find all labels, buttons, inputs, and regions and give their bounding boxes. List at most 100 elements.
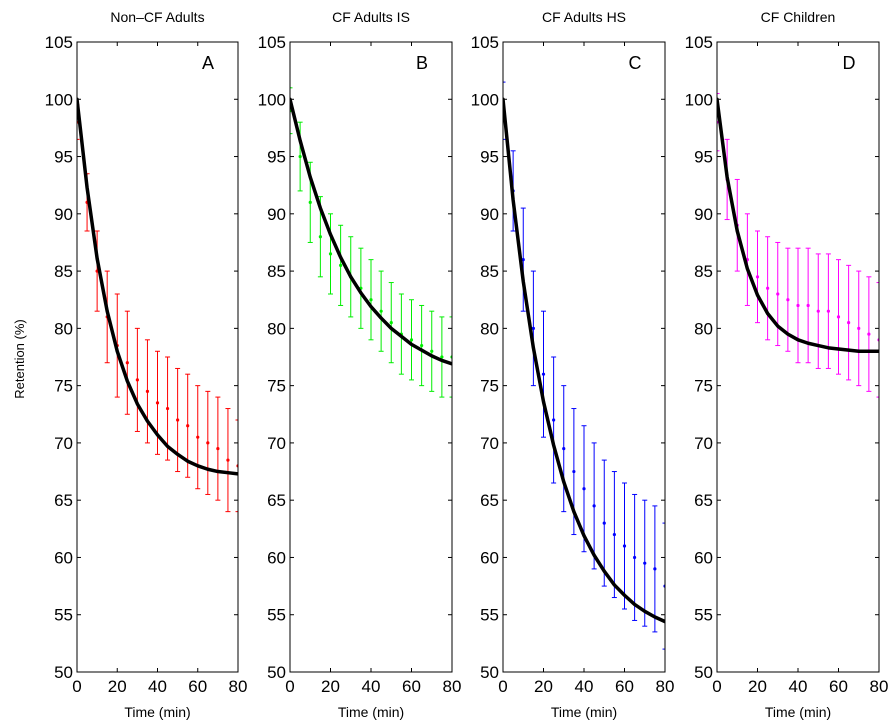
- data-point: [328, 252, 333, 256]
- data-point: [389, 321, 393, 325]
- y-tick-label: 55: [54, 606, 73, 625]
- y-tick-label: 80: [480, 319, 499, 338]
- x-tick-label: 20: [748, 677, 767, 696]
- data-point: [826, 309, 830, 313]
- data-point: [562, 447, 566, 451]
- data-point: [420, 343, 424, 348]
- y-tick-label: 95: [480, 148, 499, 167]
- y-tick-label: 55: [267, 606, 286, 625]
- panel-title: CF Adults IS: [332, 9, 410, 25]
- y-axis-label: Retention (%): [12, 319, 27, 398]
- x-tick-label: 0: [498, 677, 507, 696]
- data-point: [216, 447, 220, 451]
- data-point: [552, 418, 556, 422]
- y-tick-label: 60: [267, 548, 286, 567]
- x-tick-label: 60: [402, 677, 421, 696]
- data-point: [867, 332, 871, 336]
- x-tick-label: 20: [534, 677, 553, 696]
- x-tick-label: 60: [615, 677, 634, 696]
- data-point: [430, 349, 434, 353]
- y-tick-label: 70: [694, 434, 713, 453]
- y-tick-label: 85: [267, 262, 286, 281]
- data-point: [816, 309, 820, 313]
- y-tick-label: 85: [54, 262, 73, 281]
- data-point: [135, 378, 139, 382]
- x-axis-label: Time (min): [551, 704, 617, 720]
- error-bars: [290, 87, 452, 398]
- y-tick-label: 90: [694, 205, 713, 224]
- y-tick-label: 90: [54, 205, 73, 224]
- data-point: [308, 200, 312, 204]
- y-tick-label: 75: [480, 377, 499, 396]
- data-point: [582, 487, 586, 491]
- x-tick-label: 60: [829, 677, 848, 696]
- y-tick-label: 75: [267, 377, 286, 396]
- data-point: [409, 338, 414, 342]
- y-tick-label: 65: [480, 491, 499, 510]
- data-point: [155, 401, 160, 405]
- panel-letter: C: [629, 53, 642, 73]
- x-axis-label: Time (min): [124, 704, 190, 720]
- y-tick-label: 90: [480, 205, 499, 224]
- data-point: [521, 258, 525, 262]
- y-tick-label: 75: [694, 377, 713, 396]
- data-point: [776, 292, 780, 296]
- data-point: [541, 372, 546, 376]
- panels: Non–CF Adults 50 55 60 65 70 75 80 85 90 95 100 105 0…: [45, 9, 889, 720]
- panel-d: CF Children 50 55 60 65 70 75 80 85 90 95 100 105 0 20…: [685, 9, 889, 720]
- x-tick-label: 20: [108, 677, 127, 696]
- x-tick-label: 0: [72, 677, 81, 696]
- data-point: [165, 406, 170, 411]
- data-point: [602, 521, 606, 525]
- x-tick-label: 40: [362, 677, 381, 696]
- y-tick-label: 75: [54, 377, 73, 396]
- panel-b: CF Adults IS 50 55 60 65 70 75 80 85 90 95 100 105 0 2…: [258, 9, 462, 720]
- data-point: [339, 263, 343, 267]
- y-tick-label: 70: [267, 434, 286, 453]
- axes-frame: [502, 41, 666, 673]
- plot-area: [503, 81, 665, 650]
- y-tick-label: 50: [54, 663, 73, 682]
- x-tick-label: 40: [575, 677, 594, 696]
- fit-curve: [77, 97, 238, 476]
- data-point: [643, 561, 647, 565]
- y-tick-label: 105: [471, 33, 499, 52]
- x-tick-label: 20: [321, 677, 340, 696]
- fit-curve: [290, 97, 452, 366]
- y-tick-label: 55: [694, 606, 713, 625]
- panel-letter: D: [843, 53, 856, 73]
- y-tick-label: 105: [45, 33, 73, 52]
- panel-letter: B: [416, 53, 428, 73]
- y-tick-label: 60: [480, 548, 499, 567]
- y-tick-label: 100: [471, 90, 499, 109]
- x-tick-label: 80: [443, 677, 462, 696]
- data-point: [847, 321, 851, 325]
- data-point: [766, 286, 770, 290]
- panel-title: CF Children: [761, 9, 836, 25]
- panel-a: Non–CF Adults 50 55 60 65 70 75 80 85 90 95 100 105 0…: [45, 9, 248, 720]
- data-point: [298, 154, 302, 159]
- x-tick-label: 40: [148, 677, 167, 696]
- data-point: [196, 435, 200, 439]
- data-point: [440, 355, 444, 359]
- y-tick-label: 60: [694, 548, 713, 567]
- data-point: [592, 504, 596, 508]
- y-tick-label: 80: [267, 319, 286, 338]
- y-tick-label: 85: [694, 262, 713, 281]
- y-tick-label: 70: [54, 434, 73, 453]
- y-tick-label: 50: [267, 663, 286, 682]
- y-tick-label: 80: [694, 319, 713, 338]
- error-bars: [503, 81, 665, 650]
- y-tick-label: 65: [54, 491, 73, 510]
- x-axis-label: Time (min): [765, 704, 831, 720]
- data-point: [206, 441, 210, 445]
- data-point: [653, 567, 657, 571]
- y-tick-label: 95: [694, 148, 713, 167]
- y-tick-label: 100: [685, 90, 713, 109]
- x-axis-label: Time (min): [338, 704, 404, 720]
- y-tick-label: 95: [267, 148, 286, 167]
- y-tick-label: 65: [694, 491, 713, 510]
- y-tick-label: 50: [694, 663, 713, 682]
- data-point: [531, 326, 535, 330]
- fit-curve: [717, 97, 879, 354]
